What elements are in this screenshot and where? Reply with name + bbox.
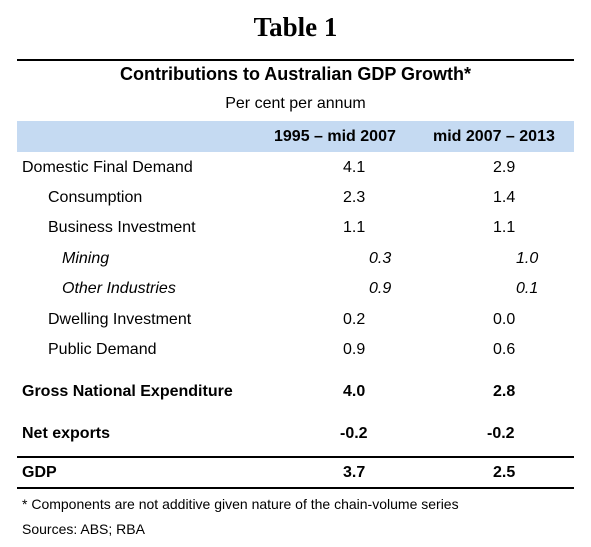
row-label-mining: Mining <box>62 250 110 267</box>
row-label-other-industries: Other Industries <box>62 280 176 297</box>
row-label-public-demand: Public Demand <box>48 341 157 358</box>
row-value-1: 1.1 <box>343 219 366 236</box>
gdp-top-rule <box>17 456 574 458</box>
row-value-2: 1.4 <box>493 189 516 206</box>
row-label-consumption: Consumption <box>48 189 143 206</box>
table-subtitle: Per cent per annum <box>225 95 366 112</box>
column-header-2: mid 2007 – 2013 <box>433 128 555 145</box>
row-value-1: 3.7 <box>343 464 366 481</box>
row-value-1: 0.9 <box>369 280 392 297</box>
row-value-2: 0.0 <box>493 311 516 328</box>
row-value-1: 4.0 <box>343 383 366 400</box>
row-value-1: 2.3 <box>343 189 366 206</box>
row-label-business-investment: Business Investment <box>48 219 196 236</box>
row-label-dwelling-investment: Dwelling Investment <box>48 311 192 328</box>
top-rule <box>17 59 574 61</box>
row-value-2: 1.1 <box>493 219 516 236</box>
row-value-2: 1.0 <box>516 250 539 267</box>
column-header-band <box>17 121 574 152</box>
column-header-1: 1995 – mid 2007 <box>274 128 396 145</box>
row-value-1: 0.3 <box>369 250 392 267</box>
row-label-gdp: GDP <box>22 464 57 481</box>
row-value-1: 4.1 <box>343 159 366 176</box>
footnote: * Components are not additive given natu… <box>22 496 459 512</box>
row-value-1: -0.2 <box>340 425 368 442</box>
table-title: Contributions to Australian GDP Growth* <box>120 64 471 84</box>
row-value-2: 0.6 <box>493 341 516 358</box>
row-value-2: 0.1 <box>516 280 539 297</box>
row-label-gross-national-expenditure: Gross National Expenditure <box>22 383 233 400</box>
row-value-2: -0.2 <box>487 425 515 442</box>
row-value-2: 2.5 <box>493 464 516 481</box>
row-value-2: 2.9 <box>493 159 516 176</box>
sources-note: Sources: ABS; RBA <box>22 521 145 537</box>
row-value-1: 0.9 <box>343 341 366 358</box>
row-value-2: 2.8 <box>493 383 516 400</box>
row-label-net-exports: Net exports <box>22 425 111 442</box>
row-label-domestic-final-demand: Domestic Final Demand <box>22 159 193 176</box>
row-value-1: 0.2 <box>343 311 366 328</box>
bottom-rule <box>17 487 574 489</box>
table-number: Table 1 <box>253 12 338 42</box>
